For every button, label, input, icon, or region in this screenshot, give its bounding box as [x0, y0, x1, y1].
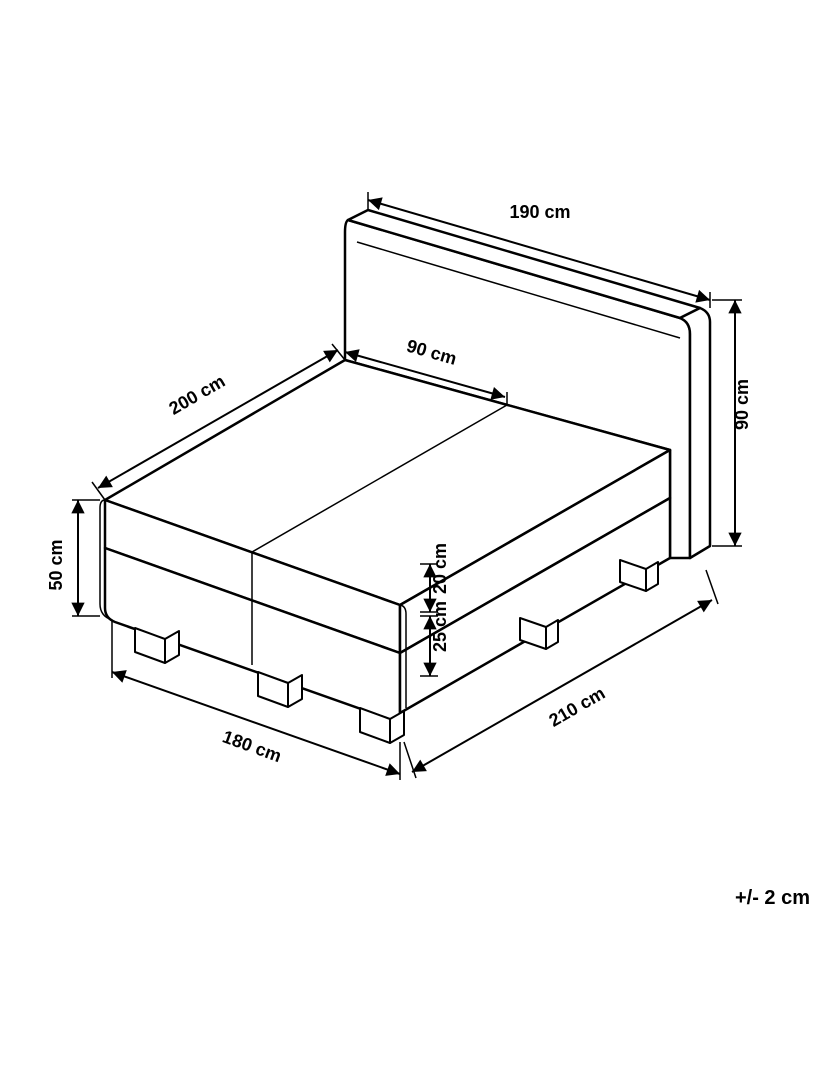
- label-foot-width: 180 cm: [220, 727, 284, 767]
- diagram-stage: 190 cm 90 cm 200 cm 90 cm 50 cm 20 cm 25…: [0, 0, 830, 1080]
- bed-dimension-svg: 190 cm 90 cm 200 cm 90 cm 50 cm 20 cm 25…: [0, 0, 830, 1080]
- tolerance-note: +/- 2 cm: [735, 887, 810, 910]
- label-side-total: 50 cm: [46, 539, 66, 590]
- bed-body: [100, 210, 710, 743]
- label-headboard-height: 90 cm: [732, 379, 752, 430]
- label-mattress-length: 200 cm: [166, 371, 229, 419]
- label-side-upper: 20 cm: [430, 543, 450, 594]
- label-side-lower: 25 cm: [430, 601, 450, 652]
- label-headboard-width: 190 cm: [509, 202, 570, 222]
